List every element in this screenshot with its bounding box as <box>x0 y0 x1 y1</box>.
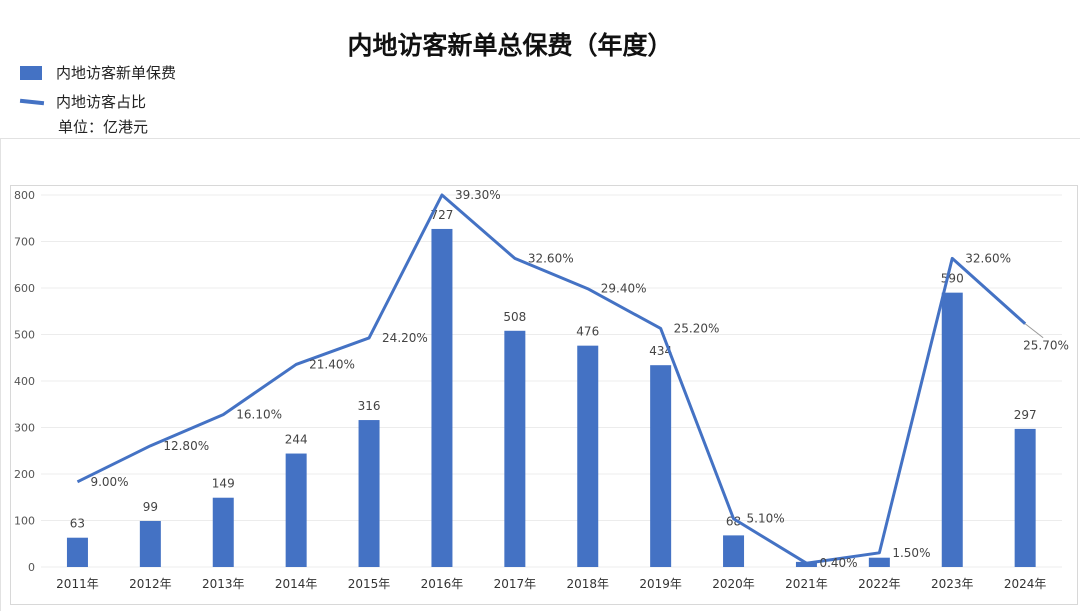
x-tick-label: 2015年 <box>348 577 391 591</box>
x-tick-label: 2014年 <box>275 577 318 591</box>
x-tick-label: 2023年 <box>931 577 974 591</box>
x-tick-label: 2011年 <box>56 577 99 591</box>
bar-data-label: 316 <box>358 399 381 413</box>
line-data-label: 32.60% <box>965 251 1011 265</box>
x-tick-label: 2020年 <box>712 577 755 591</box>
y-tick-label: 200 <box>14 468 35 481</box>
line-data-label: 29.40% <box>601 282 647 296</box>
bar-data-label: 590 <box>941 272 964 286</box>
y-tick-label: 300 <box>14 422 35 435</box>
chart-title: 内地访客新单总保费（年度） <box>347 31 673 60</box>
bar-data-label: 63 <box>70 517 85 531</box>
legend-item-line: 内地访客占比 <box>19 91 147 112</box>
bar <box>1014 428 1036 567</box>
y-tick-label: 400 <box>14 375 35 388</box>
line-series <box>76 193 1027 565</box>
x-tick-label: 2018年 <box>566 577 609 591</box>
line-data-label: 9.00% <box>90 475 128 489</box>
y-tick-label: 800 <box>14 189 35 202</box>
line-data-label: 21.40% <box>309 357 355 371</box>
x-tick-label: 2019年 <box>639 577 682 591</box>
y-tick-label: 500 <box>14 329 35 342</box>
x-tick-label: 2021年 <box>785 577 828 591</box>
bar-data-label: 99 <box>143 500 158 514</box>
y-tick-label: 0 <box>28 561 35 574</box>
bar <box>358 420 380 567</box>
bar <box>723 535 745 567</box>
chart-panel <box>0 138 1080 611</box>
y-tick-label: 600 <box>14 282 35 295</box>
plot-frame <box>10 185 1078 605</box>
bar-data-label: 244 <box>285 433 308 447</box>
line-data-label: 25.20% <box>674 321 720 335</box>
x-tick-label: 2016年 <box>421 577 464 591</box>
bar-data-label: 434 <box>649 344 672 358</box>
y-tick-label: 700 <box>14 236 35 249</box>
legend-item-bar: 内地访客新单保费 <box>20 62 176 83</box>
bar <box>504 330 526 567</box>
legend-bar-swatch <box>20 65 42 80</box>
bar <box>285 453 307 567</box>
legend-bar-label: 内地访客新单保费 <box>56 64 177 82</box>
x-tick-label: 2022年 <box>858 577 901 591</box>
line-data-label: 0.40% <box>819 556 857 570</box>
legend-line-label: 内地访客占比 <box>56 93 147 111</box>
bar <box>66 537 88 567</box>
x-tick-label: 2012年 <box>129 577 172 591</box>
bar <box>212 497 234 567</box>
line-data-label: 25.70% <box>1023 339 1069 353</box>
line-data-label: 16.10% <box>236 408 282 422</box>
line-data-label: 39.30% <box>455 188 501 202</box>
bar-data-label: 476 <box>576 325 599 339</box>
bar-data-label: 68 <box>726 514 741 528</box>
line-data-label: 24.20% <box>382 331 428 345</box>
bar <box>941 292 963 567</box>
x-tick-label: 2024年 <box>1004 577 1047 591</box>
bar-data-label: 508 <box>503 310 526 324</box>
y-tick-label: 100 <box>14 515 35 528</box>
bar <box>431 228 453 567</box>
x-tick-label: 2013年 <box>202 577 245 591</box>
bar-data-label: 297 <box>1014 408 1037 422</box>
line-data-label: 12.80% <box>163 439 209 453</box>
bar <box>650 365 672 567</box>
line-data-label: 5.10% <box>747 512 785 526</box>
line-data-label: 32.60% <box>528 251 574 265</box>
bar-data-label: 149 <box>212 477 235 491</box>
x-tick-label: 2017年 <box>494 577 537 591</box>
bar <box>139 520 161 567</box>
bar <box>868 557 890 567</box>
unit-label: 单位：亿港元 <box>58 118 149 136</box>
line-data-label: 1.50% <box>892 546 930 560</box>
bar <box>577 345 599 567</box>
line-label-leader <box>1024 323 1044 339</box>
bar-data-label: 727 <box>430 208 453 222</box>
